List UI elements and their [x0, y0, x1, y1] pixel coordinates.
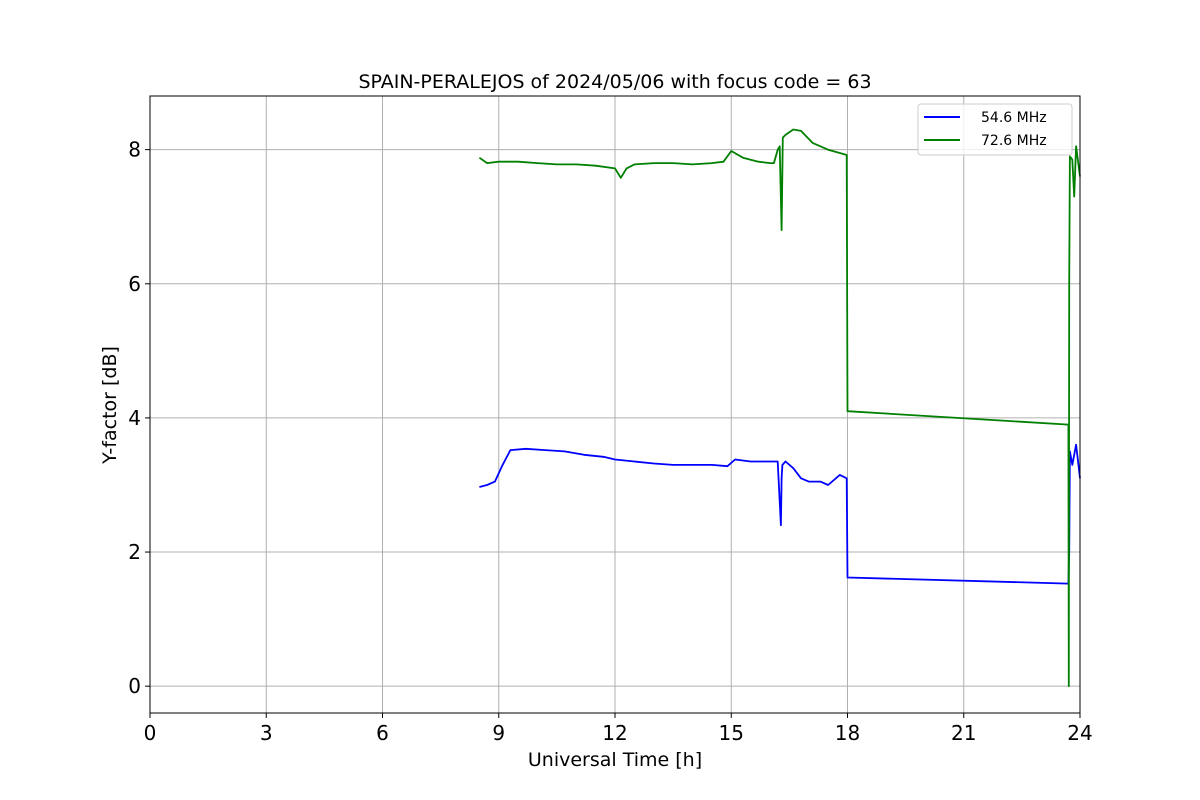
legend: 54.6 MHz 72.6 MHz [917, 103, 1073, 156]
series-line-54-6-mhz [479, 443, 1081, 585]
chart-title: SPAIN-PERALEJOS of 2024/05/06 with focus… [358, 71, 871, 93]
x-tick-label: 15 [719, 721, 744, 745]
legend-label-54-6: 54.6 MHz [981, 110, 1047, 126]
y-tick-label: 8 [128, 138, 141, 162]
series-line-72-6-mhz [478, 128, 1081, 688]
x-tick-label: 3 [260, 721, 273, 745]
x-tick-label: 24 [1067, 721, 1092, 745]
x-tick-label: 21 [951, 721, 976, 745]
x-tick-label: 0 [144, 721, 157, 745]
legend-label-72-6: 72.6 MHz [981, 133, 1047, 149]
y-axis-label: Y-factor [dB] [99, 346, 121, 465]
y-tick-label: 4 [128, 406, 141, 430]
x-tick-label: 18 [835, 721, 860, 745]
y-tick-label: 0 [128, 674, 141, 698]
x-tick-label: 12 [602, 721, 627, 745]
y-tick-label: 2 [128, 540, 141, 564]
x-tick-label: 6 [376, 721, 389, 745]
y-tick-label: 6 [128, 272, 141, 296]
grid-layer [149, 96, 1081, 713]
series-layer [478, 128, 1081, 688]
x-tick-label: 9 [492, 721, 505, 745]
x-axis-label: Universal Time [h] [528, 749, 702, 771]
